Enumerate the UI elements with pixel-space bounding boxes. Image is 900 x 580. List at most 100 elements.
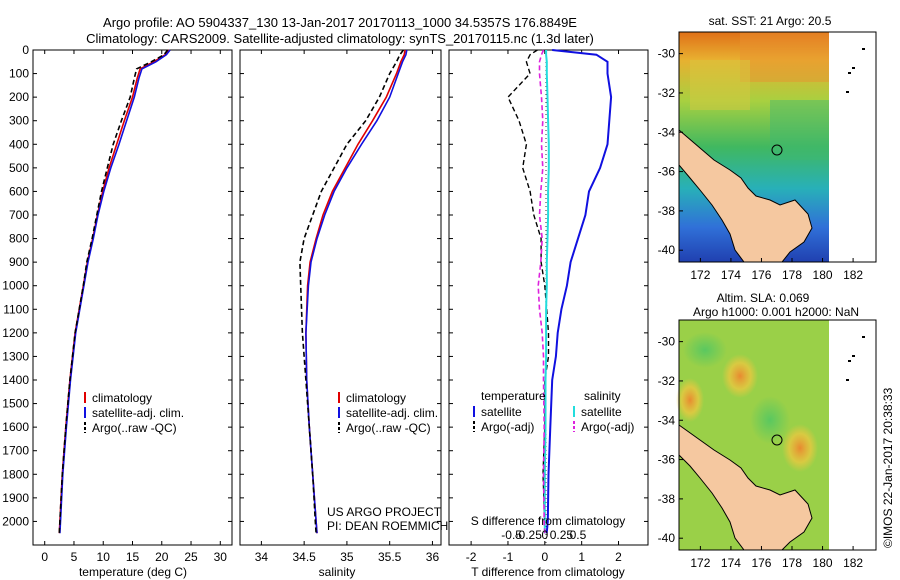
title-line-2: Climatology: CARS2009. Satellite-adjuste… xyxy=(86,31,594,46)
lat-tick-label: -34 xyxy=(658,413,676,427)
y-tick-label: 1200 xyxy=(2,326,29,340)
y-tick-label: 1800 xyxy=(2,467,29,481)
island-mark xyxy=(852,355,855,357)
y-tick-label: 400 xyxy=(9,137,29,151)
island-mark xyxy=(846,91,849,93)
north-island-land xyxy=(678,424,813,551)
lon-tick-label: 172 xyxy=(690,556,710,570)
lat-tick-label: -34 xyxy=(658,125,676,139)
y-tick-label: 100 xyxy=(9,67,29,81)
y-tick-label: 1600 xyxy=(2,420,29,434)
x-tick-label: 1 xyxy=(578,550,585,564)
salinity-panel: 34 34.5 35 35.5 36 climatology satellite-adj… xyxy=(239,49,448,579)
island-mark xyxy=(846,379,849,381)
y-tick-label: 1500 xyxy=(2,397,29,411)
legend-s-argo-label: Argo(-adj) xyxy=(581,420,634,434)
lon-tick-label: 180 xyxy=(813,556,833,570)
y-tick-label: 200 xyxy=(9,90,29,104)
x-tick-label: 10 xyxy=(97,550,111,564)
x-tick-label: 36 xyxy=(426,550,440,564)
series-line-3-1 xyxy=(545,49,613,534)
lon-tick-label: 174 xyxy=(721,268,741,282)
sla-warm-eddy xyxy=(782,424,818,472)
lon-tick-label: 178 xyxy=(782,556,802,570)
s-tick-label: 0.25 xyxy=(550,528,574,542)
lon-tick-label: 182 xyxy=(843,268,863,282)
y-tick-label: 0 xyxy=(22,43,29,57)
x-tick-label: 35 xyxy=(340,550,354,564)
sla-map-title-2: Argo h1000: 0.001 h2000: NaN xyxy=(693,305,859,319)
y-tick-label: 700 xyxy=(9,208,29,222)
s-tick-label: 0.5 xyxy=(570,528,587,542)
temperature-panel: 0100200300400500600700800900100011001200… xyxy=(2,43,233,579)
x-tick-label: 5 xyxy=(71,550,78,564)
lat-tick-label: -38 xyxy=(658,492,676,506)
series-line-3-3 xyxy=(543,50,550,534)
series-line-1-3 xyxy=(58,49,169,534)
legend-t-argo-label: Argo(-adj) xyxy=(481,420,534,434)
lat-tick-label: -40 xyxy=(658,531,676,545)
x-tick-label: 35.5 xyxy=(378,550,402,564)
argo-location-marker xyxy=(771,144,783,156)
x-tick-label: 30 xyxy=(214,550,228,564)
argo-location-marker xyxy=(771,434,783,446)
island-mark xyxy=(862,48,865,50)
sla-map: Altim. SLA: 0.069 Argo h1000: 0.001 h200… xyxy=(658,291,877,570)
t-diff-xlabel: T difference from climatology xyxy=(471,565,625,579)
lon-tick-label: 180 xyxy=(813,268,833,282)
lat-tick-label: -38 xyxy=(658,204,676,218)
y-tick-label: 1400 xyxy=(2,373,29,387)
salinity-legend: climatology satellite-adj. clim. Argo(..… xyxy=(338,391,438,435)
lon-tick-label: 176 xyxy=(751,268,771,282)
s-tick-label: -0.25 xyxy=(515,528,543,542)
sst-map-title: sat. SST: 21 Argo: 20.5 xyxy=(709,14,832,28)
lon-tick-label: 174 xyxy=(721,556,741,570)
x-tick-label: 20 xyxy=(155,550,169,564)
legend-temperature-head: temperature xyxy=(481,389,546,403)
pi-label: PI: DEAN ROEMMICH xyxy=(327,519,448,533)
legend-salinity-head: salinity xyxy=(584,389,621,403)
s-diff-xlabel: S difference from climatology xyxy=(471,514,626,528)
temperature-legend: climatology satellite-adj. clim. Argo(..… xyxy=(84,391,184,435)
sla-map-title-1: Altim. SLA: 0.069 xyxy=(717,291,810,305)
sst-map-frame xyxy=(678,31,877,263)
x-tick-label: 0 xyxy=(41,550,48,564)
x-tick-label: 34 xyxy=(255,550,269,564)
difference-legend: temperature salinity satellite satellite… xyxy=(473,389,634,434)
lon-tick-label: 176 xyxy=(751,556,771,570)
legend-argo-label: Argo(..raw -QC) xyxy=(346,421,431,435)
legend-argo-label: Argo(..raw -QC) xyxy=(92,421,177,435)
x-tick-label: 34.5 xyxy=(292,550,316,564)
sla-warm-eddy xyxy=(676,378,704,422)
legend-t-sat-label: satellite xyxy=(481,405,522,419)
y-tick-label: 1900 xyxy=(2,491,29,505)
y-tick-label: 800 xyxy=(9,232,29,246)
lon-tick-label: 172 xyxy=(690,268,710,282)
sla-warm-eddy xyxy=(722,354,758,398)
y-tick-label: 300 xyxy=(9,114,29,128)
lat-tick-label: -32 xyxy=(658,374,676,388)
x-tick-label: -2 xyxy=(466,550,477,564)
y-tick-label: 1300 xyxy=(2,349,29,363)
series-line-3-2 xyxy=(507,49,550,534)
y-tick-label: 2000 xyxy=(2,514,29,528)
s-tick-label: 0 xyxy=(541,528,548,542)
series-line-2-3 xyxy=(299,49,405,534)
x-tick-label: 0 xyxy=(541,550,548,564)
lon-tick-label: 178 xyxy=(782,268,802,282)
sst-cool-patch xyxy=(770,100,829,160)
north-island-land xyxy=(678,128,813,263)
series-line-3-4 xyxy=(537,49,546,534)
x-tick-label: -1 xyxy=(503,550,514,564)
island-mark xyxy=(862,336,865,338)
lat-tick-label: -36 xyxy=(658,165,676,179)
difference-panel: -2 -1 0 1 2 temperature salinity satellite s… xyxy=(448,49,649,579)
island-mark xyxy=(852,67,855,69)
lat-tick-label: -30 xyxy=(658,335,676,349)
y-tick-label: 600 xyxy=(9,184,29,198)
y-tick-label: 1700 xyxy=(2,444,29,458)
legend-clim-label: climatology xyxy=(92,391,152,405)
title-line-1: Argo profile: AO 5904337_130 13-Jan-2017… xyxy=(103,15,577,30)
island-mark xyxy=(848,360,851,362)
